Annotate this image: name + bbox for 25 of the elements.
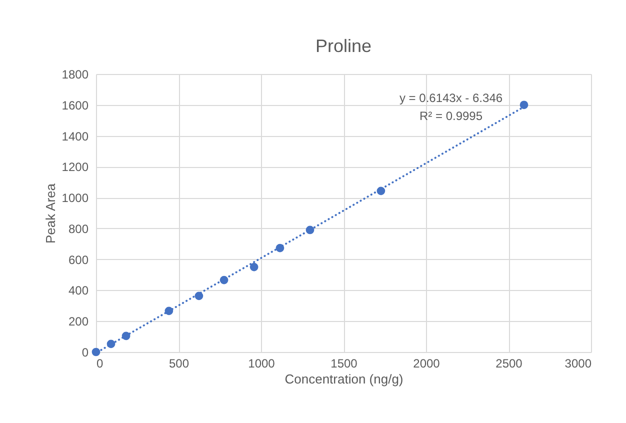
chart-title: Proline [315,36,372,56]
point [250,262,258,272]
annotation: y = 0.6143x - 6.346 [399,91,503,105]
annotation: R² = 0.9995 [419,109,483,123]
x-tick-label: 0 [96,356,104,370]
y-tick-label: 600 [68,252,89,267]
y-tick-label: 400 [68,284,89,298]
y-axis-title: Peak Area [42,182,58,244]
x-tick-label: 1500 [330,356,358,370]
y-tick-label: 1800 [62,68,89,82]
y-tick-label: 1400 [62,129,89,144]
y-tick-label: 200 [68,314,89,329]
x-axis-title: Concentration (ng/g) [284,372,404,386]
y-tick-label: 1000 [62,191,89,206]
x-tick-label: 2500 [496,356,523,370]
x-tick-label: 2000 [413,356,440,370]
point [92,348,100,356]
point [520,100,528,110]
y-tick-label: 800 [68,222,89,236]
y-tick-label: 0 [82,346,89,360]
x-tick-label: 3000 [564,356,592,370]
y-tick-label: 1200 [62,160,89,174]
x-tick-label: 1000 [248,356,276,370]
x-tick-label: 500 [168,356,190,370]
y-tick-label: 1600 [62,98,89,112]
